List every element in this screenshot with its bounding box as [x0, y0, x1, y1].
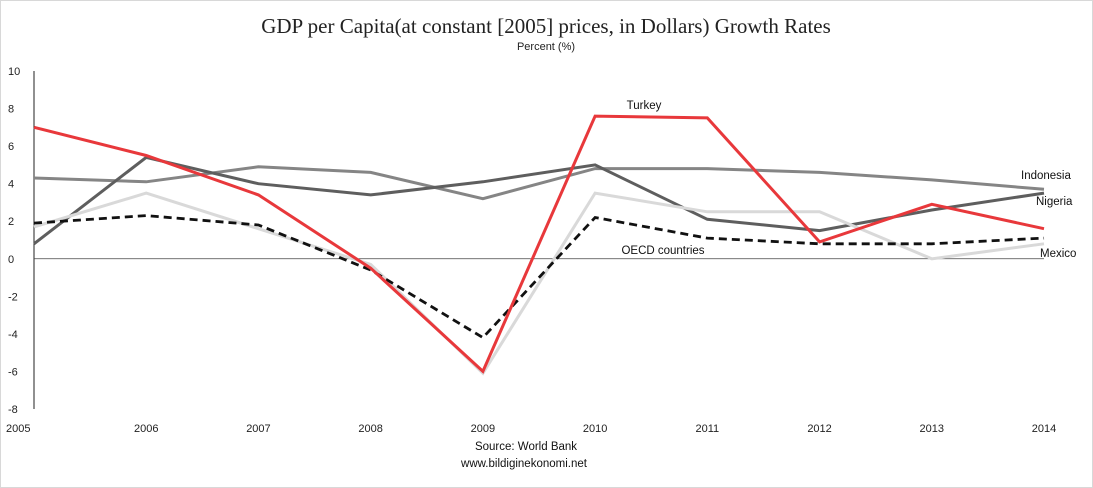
y-tick-label: 2	[8, 216, 14, 228]
x-tick-label: 2009	[471, 423, 495, 435]
chart-subtitle: Percent (%)	[517, 41, 575, 53]
series-line-oecd-countries	[33, 214, 1045, 340]
y-tick-label: -8	[8, 404, 18, 416]
series-label-oecd-countries: OECD countries	[621, 245, 704, 257]
x-tick-label: 2008	[358, 423, 382, 435]
y-tick-label: 6	[8, 141, 14, 153]
x-tick-label: 2010	[583, 423, 607, 435]
series-line-indonesia	[33, 165, 1045, 201]
series-label-turkey: Turkey	[627, 100, 662, 112]
x-tick-label: 2013	[920, 423, 944, 435]
series-line-turkey	[33, 114, 1045, 374]
series-label-mexico: Mexico	[1040, 248, 1076, 260]
y-tick-label: -4	[8, 329, 18, 341]
y-tick-label: -2	[8, 291, 18, 303]
y-tick-label: 0	[8, 254, 14, 266]
series-line-nigeria	[33, 155, 1045, 245]
series-line-mexico	[33, 191, 1045, 376]
series-label-indonesia: Indonesia	[1021, 170, 1071, 182]
series-label-nigeria: Nigeria	[1036, 196, 1073, 208]
y-tick-label: -6	[8, 366, 18, 378]
x-tick-label: 2012	[807, 423, 831, 435]
chart-title: GDP per Capita(at constant [2005] prices…	[261, 14, 831, 38]
x-tick-label: 2014	[1032, 423, 1056, 435]
y-tick-label: 4	[8, 179, 14, 191]
x-tick-label: 2006	[134, 423, 158, 435]
source-text: Source: World Bank	[475, 441, 577, 453]
x-tick-label: 2005	[6, 423, 30, 435]
y-tick-label: 8	[8, 104, 14, 116]
x-tick-label: 2011	[696, 423, 720, 435]
x-tick-label: 2007	[246, 423, 270, 435]
y-tick-label: 10	[8, 66, 20, 78]
source-url: www.bildiginekonomi.net	[460, 458, 588, 470]
